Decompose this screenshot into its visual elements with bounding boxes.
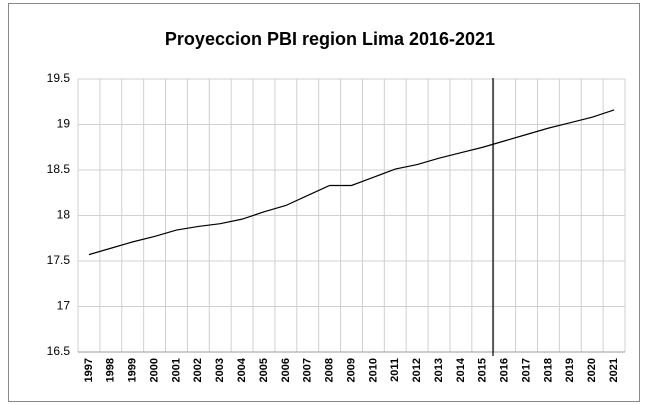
x-tick-label: 2008	[324, 358, 336, 382]
chart-border	[8, 3, 640, 402]
x-tick-label: 1997	[83, 358, 95, 382]
y-tick-label: 16.5	[47, 344, 71, 358]
x-tick-label: 2016	[499, 358, 511, 382]
x-tick-label: 2002	[192, 358, 204, 382]
y-tick-label: 18	[57, 208, 71, 222]
x-tick-label: 2015	[477, 358, 489, 382]
x-tick-label: 2020	[586, 358, 598, 382]
y-tick-label: 18.5	[47, 162, 71, 176]
x-tick-label: 2019	[564, 358, 576, 382]
marks	[88, 109, 615, 256]
x-tick-label: 2011	[389, 358, 401, 382]
x-tick-label: 2005	[258, 358, 270, 382]
x-tick-label: 2021	[608, 358, 620, 382]
x-tick-label: 2004	[236, 357, 248, 382]
y-tick-label: 19.5	[47, 71, 71, 85]
grid	[77, 78, 626, 353]
x-tick-label: 2014	[455, 357, 467, 382]
x-tick-label: 2010	[367, 358, 379, 382]
chart-title: Proyeccion PBI region Lima 2016-2021	[165, 29, 495, 49]
x-tick-label: 2018	[542, 358, 554, 382]
x-tick-label: 2006	[280, 358, 292, 382]
y-tick-label: 19	[57, 117, 71, 131]
y-tick-label: 17	[57, 299, 71, 313]
x-tick-label: 2017	[520, 358, 532, 382]
x-tick-label: 2012	[411, 358, 423, 382]
x-tick-label: 2007	[302, 358, 314, 382]
x-tick-label: 2003	[214, 358, 226, 382]
x-tick-label: 1998	[105, 358, 117, 382]
y-tick-label: 17.5	[47, 253, 71, 267]
x-tick-label: 2001	[170, 358, 182, 382]
x-tick-label: 2000	[148, 358, 160, 382]
line-series	[88, 109, 615, 256]
x-tick-label: 2013	[433, 358, 445, 382]
x-tick-label: 2009	[345, 358, 357, 382]
x-tick-label: 1999	[127, 358, 139, 382]
